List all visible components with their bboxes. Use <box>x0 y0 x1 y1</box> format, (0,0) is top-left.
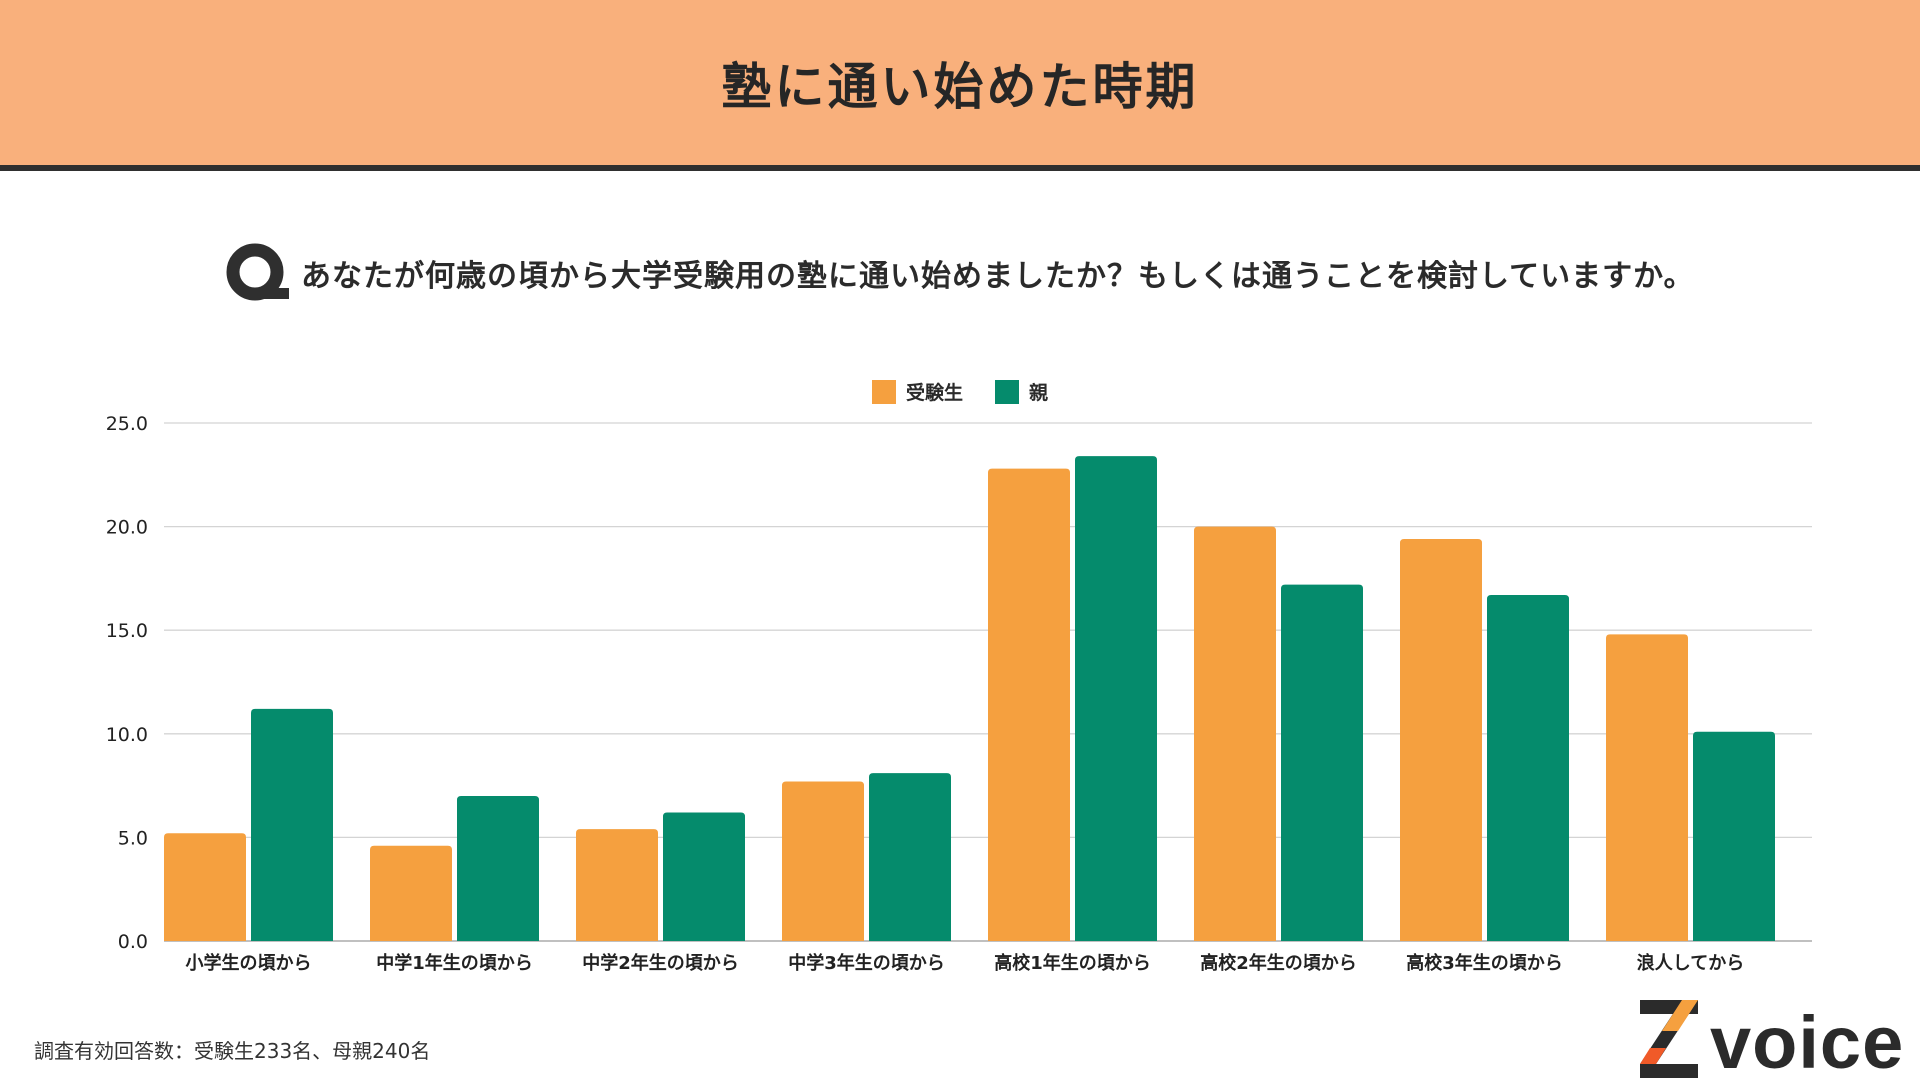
x-tick-label: 中学1年生の頃から <box>376 952 533 974</box>
x-tick-label: 小学生の頃から <box>186 952 312 974</box>
page-title: 塾に通い始めた時期 <box>721 57 1199 116</box>
x-tick-label: 高校1年生の頃から <box>994 952 1151 974</box>
bar <box>457 795 539 941</box>
bar <box>164 833 246 941</box>
bar <box>251 708 333 941</box>
question-text: あなたが何歳の頃から大学受験用の塾に通い始めましたか？もしくは通うことを検討して… <box>301 259 1695 294</box>
y-tick-label: 25.0 <box>106 413 148 435</box>
y-tick-label: 5.0 <box>118 827 148 849</box>
legend-label-students: 受験生 <box>905 382 963 404</box>
title-banner: 塾に通い始めた時期 <box>0 0 1920 171</box>
bar-chart: 0.0 5.0 10.0 15.0 20.0 25.0 小学生の頃から 中学1年生の頃から 中学… <box>106 413 1812 974</box>
bar <box>1075 456 1157 941</box>
bar <box>576 829 658 941</box>
question-q-icon <box>226 243 289 301</box>
bar <box>1487 594 1569 941</box>
x-tick-label: 中学3年生の頃から <box>788 952 945 974</box>
bar <box>1281 584 1363 941</box>
bar <box>869 773 951 941</box>
survey-footnote: 調査有効回答数：受験生233名、母親240名 <box>34 1039 431 1063</box>
y-tick-label: 10.0 <box>106 724 148 746</box>
bar <box>782 781 864 941</box>
bar <box>1194 526 1276 941</box>
x-tick-label: 浪人してから <box>1637 952 1744 974</box>
z-logo-icon <box>1640 1000 1698 1078</box>
legend-label-parents: 親 <box>1029 382 1049 404</box>
y-tick-label: 20.0 <box>106 517 148 539</box>
bar <box>988 468 1070 941</box>
bar <box>370 845 452 941</box>
bar <box>1693 731 1775 941</box>
bar <box>1400 539 1482 941</box>
x-tick-label: 高校2年生の頃から <box>1200 952 1357 974</box>
bar <box>1606 634 1688 941</box>
y-tick-label: 0.0 <box>118 931 148 953</box>
x-tick-label: 高校3年生の頃から <box>1406 952 1563 974</box>
brand-name: voice <box>1710 1001 1905 1084</box>
legend-swatch-parents <box>995 379 1019 404</box>
legend-item-students: 受験生 <box>871 378 963 405</box>
legend-item-parents: 親 <box>995 378 1048 405</box>
x-tick-label: 中学2年生の頃から <box>582 952 739 974</box>
bar <box>663 812 745 941</box>
y-tick-label: 15.0 <box>106 620 148 642</box>
chart-legend: 受験生 親 <box>0 378 1920 405</box>
legend-swatch-students <box>871 379 896 404</box>
question-block: あなたが何歳の頃から大学受験用の塾に通い始めましたか？もしくは通うことを検討して… <box>225 238 1695 308</box>
brand-logo: voice <box>1638 998 1904 1080</box>
